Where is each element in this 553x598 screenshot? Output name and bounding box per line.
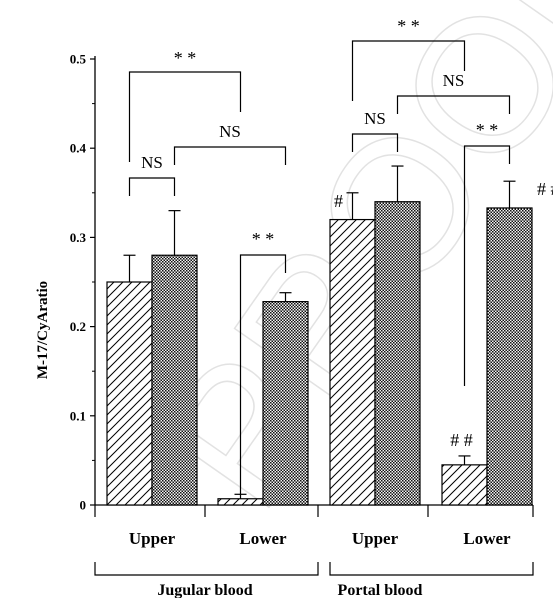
x-axis-labels: Upper Lower Upper Lower Jugular blood Portal … [94,505,534,598]
bar [217,498,264,506]
y-axis-label: M-17/CyAratio [35,281,51,379]
y-tick-label: 0.1 [70,408,86,423]
y-tick-label: 0.4 [70,141,87,156]
comparison-bracket [239,254,287,495]
y-tick-label: 0.5 [70,52,87,67]
x-category-label: Lower [239,529,287,548]
comparison-label: * * [397,16,420,36]
bar [262,301,309,506]
y-tick-label: 0 [80,498,87,513]
x-category-label: Upper [129,529,176,548]
comparison-bracket [128,71,242,162]
bars [106,165,533,506]
significance-marker: # # [450,430,473,450]
section-bracket [329,562,534,576]
section-label: Jugular blood [157,582,252,598]
comparison-label: NS [364,109,386,128]
significance-marker: # # [537,179,553,199]
bar [441,464,488,506]
comparison-bracket [463,145,511,386]
comparison-label: * * [174,48,197,68]
bar [151,254,198,506]
section-bracket [94,562,319,576]
y-axis: 0 0.1 0.2 0.3 0.4 0.5 [70,52,533,513]
y-tick-label: 0.3 [70,230,87,245]
x-category-label: Lower [463,529,511,548]
comparison-label: NS [443,71,465,90]
comparison-label: NS [141,153,163,172]
bar [329,218,376,506]
section-label: Portal blood [338,582,423,598]
significance-annotations: # # # # # NS * * * * NS NS * * * * NS [128,16,553,495]
comparison-bracket [351,40,466,101]
bar [374,201,421,506]
bar [486,207,533,506]
x-category-label: Upper [352,529,399,548]
bar [106,281,153,506]
comparison-bracket [396,95,511,114]
significance-marker: # [334,191,343,211]
comparison-bracket [128,177,176,196]
y-tick-label: 0.2 [70,319,86,334]
comparison-bracket [173,146,287,165]
comparison-bracket [351,133,399,152]
comparison-label: NS [219,122,241,141]
comparison-label: * * [252,229,275,249]
comparison-label: * * [476,120,499,140]
